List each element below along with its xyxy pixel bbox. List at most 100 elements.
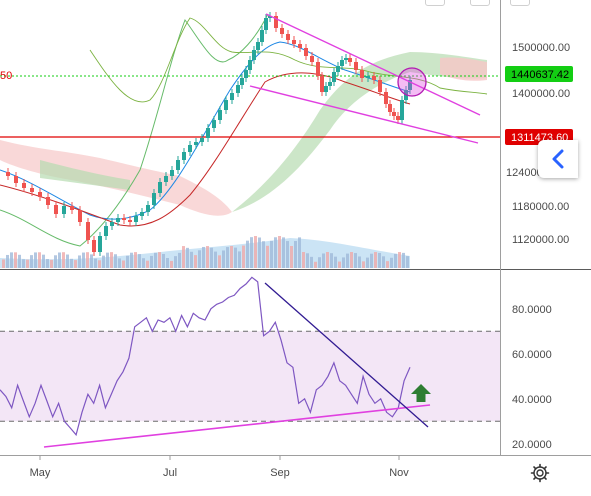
candle-body [260,30,264,42]
volume-bar [50,259,53,268]
volume-bar [202,246,205,268]
volume-bar [242,245,245,268]
candle-body [304,48,308,56]
candle-body [206,128,210,138]
candle-body [340,60,344,66]
volume-bar [158,252,161,268]
candle-body [224,100,228,110]
oscillator-tick-label: 40.0000 [512,394,552,406]
candle-body [194,142,198,145]
volume-bar [54,255,57,268]
candle-body [292,40,296,44]
volume-bar [206,246,209,268]
oscillator-line [0,276,411,437]
volume-bar [250,237,253,268]
volume-bar [358,256,361,268]
volume-bar [66,254,69,268]
volume-bar [266,245,269,268]
volume-bar [118,258,121,268]
volume-bar [362,261,365,268]
volume-bar [306,253,309,268]
volume-bar [338,261,341,268]
volume-bar [274,237,277,268]
candle-body [372,76,376,80]
volume-bar [102,255,105,268]
volume-bar [22,259,25,268]
volume-bar [374,252,377,268]
volume-bar [138,254,141,268]
candle-body [128,220,132,222]
candle-body [310,56,314,62]
candle-body [14,176,18,183]
volume-bar [214,251,217,268]
volume-bar [278,236,281,268]
volume-bar [258,237,261,268]
volume-bar [126,255,129,268]
candle-body [70,206,74,210]
lagging-span-line [0,13,269,247]
candle-body [392,112,396,116]
candle-body [336,66,340,72]
candle-body [354,62,358,70]
candle-body [200,138,204,142]
candle-body [116,218,120,222]
candle-body [236,85,240,93]
volume-bar [326,252,329,268]
candle-body [170,170,174,176]
gear-icon[interactable] [530,463,550,483]
volume-bar [366,257,369,268]
candle-body [92,240,96,252]
toolbar-tab[interactable] [425,0,445,6]
volume-bar [186,247,189,268]
volume-bar [390,257,393,268]
candle-body [252,50,256,60]
volume-bar [170,260,173,268]
price-pane [0,12,500,268]
volume-bar [178,252,181,268]
volume-bar [254,236,257,268]
volume-bar [218,255,221,268]
oscillator-axis: 80.0000 60.0000 40.0000 20.0000 [512,304,552,451]
current-price-label: 1440637.42 [511,69,569,81]
volume-bar [226,247,229,268]
candle-body [268,16,272,18]
volume-bar [162,253,165,268]
candle-body [240,78,244,85]
volume-bar [2,259,5,268]
volume-bar [134,252,137,268]
candle-body [212,120,216,128]
volume-bar [42,254,45,268]
ichimoku-cloud [0,52,487,216]
toolbar-tab[interactable] [510,0,530,6]
volume-bar [402,252,405,268]
volume-bar [14,252,17,268]
cloud-bear-section [180,176,232,216]
volume-bar [86,252,89,268]
circle-marker [397,67,427,97]
volume-bar [146,260,149,268]
volume-bar [26,259,29,268]
volume-bar [74,260,77,268]
candle-body [46,197,50,205]
toolbar-tab[interactable] [470,0,490,6]
volume-bar [406,256,409,268]
candle-body [38,192,42,197]
candle-body [104,226,108,236]
volume-bar [34,252,37,268]
candle-body [366,76,370,78]
oscillator-band [0,331,500,422]
scroll-back-button[interactable] [538,140,578,178]
volume-bar [174,256,177,268]
candle-body [316,62,320,76]
volume-bar [382,256,385,268]
volume-bar [62,252,65,268]
volume-bar [198,250,201,268]
candle-body [408,80,412,90]
volume-bar [122,260,125,268]
volume-bars [0,236,410,268]
volume-bar [346,253,349,268]
candle-body [54,205,58,214]
candle-body [182,152,186,160]
volume-bar [238,251,241,268]
